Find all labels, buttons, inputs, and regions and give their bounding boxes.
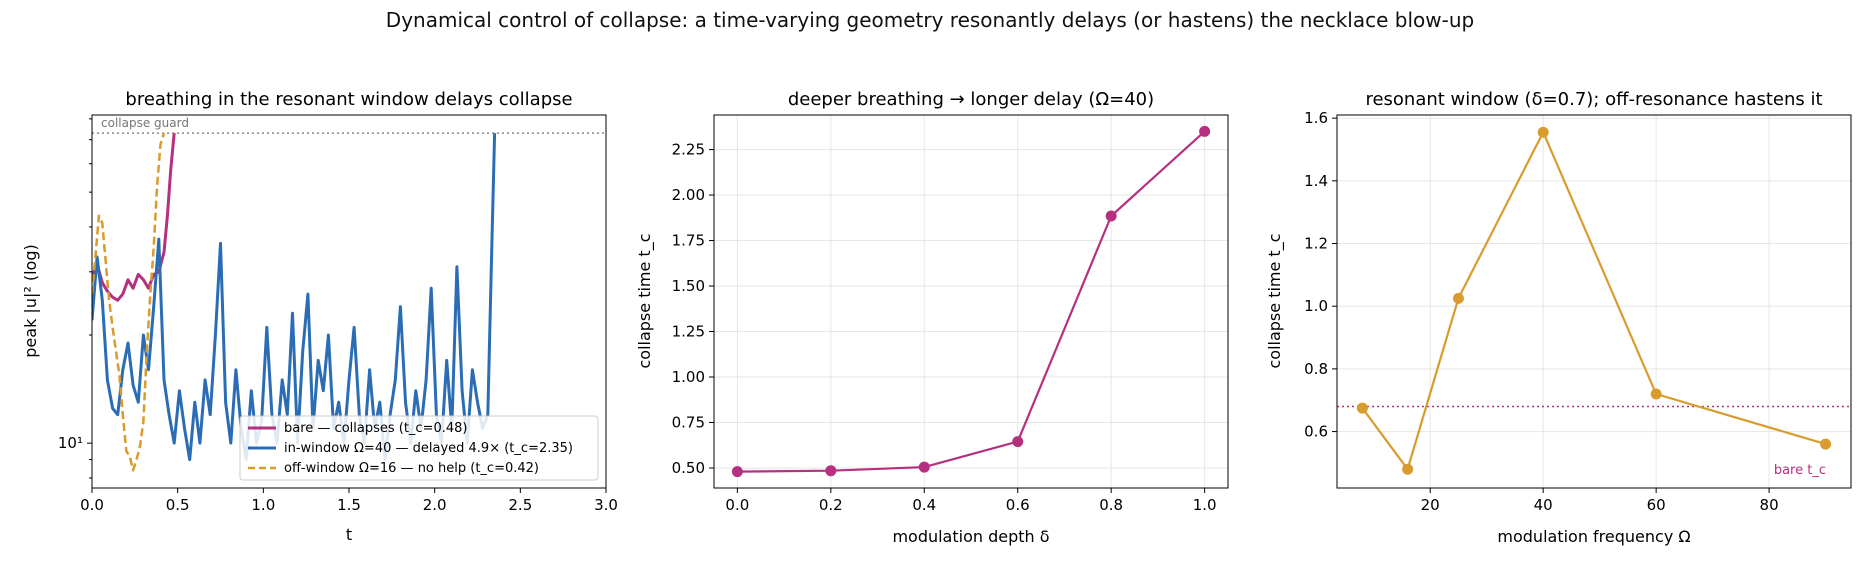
data-point <box>1199 125 1211 137</box>
x-tick-label: 40 <box>1534 496 1553 514</box>
data-point <box>1650 388 1662 400</box>
y-tick-label: 1.75 <box>672 232 705 250</box>
data-point <box>1452 292 1464 304</box>
x-tick-label: 20 <box>1421 496 1440 514</box>
x-tick-label: 1.0 <box>251 496 275 514</box>
series-line <box>92 132 176 302</box>
series-line <box>92 133 497 462</box>
bare-tc-label: bare t_c <box>1774 463 1826 478</box>
legend-item-bare: bare — collapses (t_c=0.48) <box>248 421 468 436</box>
panel-time-evolution: breathing in the resonant window delays … <box>21 89 618 544</box>
y-tick-label: 1.25 <box>672 323 705 341</box>
y-tick-label: 0.50 <box>672 459 705 477</box>
panel1-ylabel: peak |u|² (log) <box>21 244 40 357</box>
x-tick-label: 0.0 <box>80 496 104 514</box>
data-point <box>1820 438 1832 450</box>
y-tick-label: 1.00 <box>672 368 705 386</box>
legend-item-in-window: in-window Ω=40 — delayed 4.9× (t_c=2.35) <box>248 441 573 456</box>
data-point <box>1012 436 1024 448</box>
y-tick-label: 10¹ <box>58 434 83 452</box>
data-point <box>1402 463 1414 475</box>
figure-suptitle: Dynamical control of collapse: a time-va… <box>386 8 1474 32</box>
series-line <box>737 130 1206 473</box>
legend-frame <box>239 415 599 481</box>
panel-frequency-sweep: resonant window (δ=0.7); off-resonance h… <box>1265 89 1852 546</box>
y-tick-label: 2.25 <box>672 141 705 159</box>
panel3-title: resonant window (δ=0.7); off-resonance h… <box>1365 89 1822 110</box>
panel1-axes-frame <box>91 114 607 489</box>
y-tick-label: 0.8 <box>1304 360 1328 378</box>
panel1-xlabel: t <box>346 525 352 544</box>
legend-label-bare: bare — collapses (t_c=0.48) <box>284 421 468 436</box>
panel2-ylabel: collapse time t_c <box>635 233 655 368</box>
data-point <box>1537 126 1549 138</box>
y-tick-label: 2.00 <box>672 186 705 204</box>
x-tick-label: 2.0 <box>423 496 447 514</box>
x-tick-label: 0.4 <box>912 496 936 514</box>
panel3-axes-frame <box>1336 114 1852 489</box>
x-tick-label: 0.2 <box>819 496 843 514</box>
series-line <box>1361 131 1826 471</box>
x-tick-label: 0.0 <box>725 496 749 514</box>
x-tick-label: 2.5 <box>508 496 532 514</box>
panel2-title: deeper breathing → longer delay (Ω=40) <box>788 89 1154 110</box>
x-tick-label: 0.8 <box>1099 496 1123 514</box>
x-tick-label: 0.5 <box>166 496 190 514</box>
panel1-legend: bare — collapses (t_c=0.48) in-window Ω=… <box>239 415 599 481</box>
panel2-xlabel: modulation depth δ <box>892 527 1049 546</box>
data-point <box>1356 402 1368 414</box>
x-tick-label: 3.0 <box>594 496 618 514</box>
y-tick-label: 1.50 <box>672 277 705 295</box>
panel2-axes-frame <box>713 114 1229 489</box>
x-tick-label: 60 <box>1647 496 1666 514</box>
legend-label-in-window: in-window Ω=40 — delayed 4.9× (t_c=2.35) <box>284 441 573 456</box>
legend-item-off-window: off-window Ω=16 — no help (t_c=0.42) <box>248 461 539 476</box>
data-point <box>918 461 930 473</box>
y-tick-label: 1.4 <box>1304 172 1328 190</box>
y-tick-label: 1.2 <box>1304 235 1328 253</box>
y-tick-label: 1.0 <box>1304 297 1328 315</box>
x-tick-label: 80 <box>1760 496 1779 514</box>
panel-depth-sweep: deeper breathing → longer delay (Ω=40) 0… <box>635 89 1229 546</box>
data-point <box>731 466 743 478</box>
panel3-xlabel: modulation frequency Ω <box>1497 527 1690 546</box>
data-point <box>825 465 837 477</box>
legend-label-off-window: off-window Ω=16 — no help (t_c=0.42) <box>284 461 539 476</box>
x-tick-label: 0.6 <box>1006 496 1030 514</box>
x-tick-label: 1.5 <box>337 496 361 514</box>
data-point <box>1105 210 1117 222</box>
panel1-title: breathing in the resonant window delays … <box>125 89 572 110</box>
x-tick-label: 1.0 <box>1193 496 1217 514</box>
y-tick-label: 0.6 <box>1304 423 1328 441</box>
panel3-ylabel: collapse time t_c <box>1265 233 1285 368</box>
y-tick-label: 1.6 <box>1304 109 1328 127</box>
series-line <box>92 132 166 472</box>
y-tick-label: 0.75 <box>672 413 705 431</box>
collapse-guard-label: collapse guard <box>101 116 189 130</box>
